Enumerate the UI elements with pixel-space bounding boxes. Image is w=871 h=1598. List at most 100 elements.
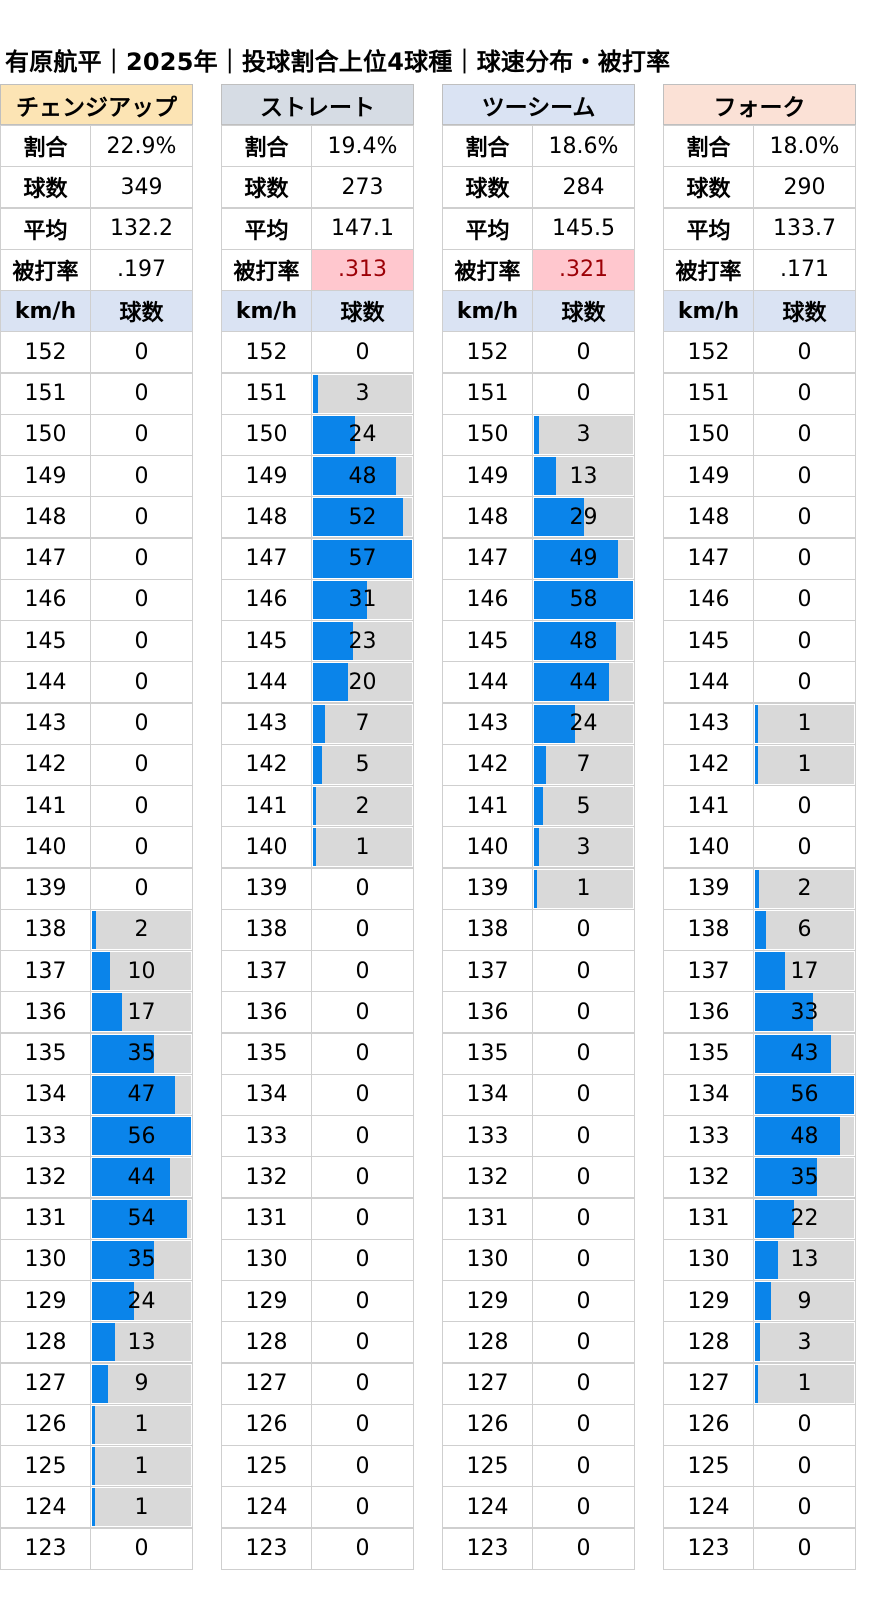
bar-cell: 52 — [311, 496, 414, 539]
data-label: 0 — [134, 834, 149, 860]
data-label: 17 — [790, 958, 819, 984]
speed-row: 144 0 — [0, 661, 193, 704]
speed-label: 135 — [0, 1032, 91, 1075]
bar — [92, 1240, 154, 1279]
count-column-header: 球数 — [753, 290, 856, 332]
bar-cell: 0 — [90, 331, 193, 374]
bar-track — [92, 1488, 191, 1527]
bar-track — [755, 1323, 854, 1362]
bar-cell: 0 — [311, 1032, 414, 1075]
speed-label: 126 — [221, 1403, 312, 1446]
speed-row: 124 0 — [221, 1486, 414, 1529]
bar — [92, 1034, 154, 1073]
bar-cell: 0 — [753, 1445, 856, 1487]
data-label: 1 — [576, 876, 591, 901]
bar — [313, 745, 322, 784]
speed-label: 128 — [663, 1321, 754, 1364]
speed-label: 136 — [0, 991, 91, 1034]
speed-label: 145 — [442, 620, 533, 662]
bar — [313, 457, 397, 495]
stat-value: 349 — [90, 166, 193, 209]
speed-label: 138 — [442, 908, 533, 951]
bar-track — [313, 745, 412, 784]
bar — [755, 1117, 840, 1155]
bar-track — [755, 1158, 854, 1197]
data-label: 35 — [790, 1164, 819, 1190]
speed-label: 134 — [0, 1073, 91, 1116]
speed-row: 145 0 — [663, 620, 856, 662]
speed-label: 146 — [663, 578, 754, 621]
speed-row: 144 0 — [663, 661, 856, 704]
data-label: 44 — [127, 1164, 156, 1190]
data-label: 0 — [134, 381, 149, 406]
bar — [534, 539, 618, 578]
stat-label: 被打率 — [442, 248, 533, 291]
bar — [92, 1282, 135, 1320]
speed-row: 136 17 — [0, 991, 193, 1034]
bar-cell: 0 — [753, 1486, 856, 1529]
data-label: 0 — [576, 1041, 591, 1066]
speed-label: 133 — [442, 1115, 533, 1157]
stat-value: .313 — [311, 248, 414, 291]
speed-row: 149 0 — [0, 455, 193, 497]
stat-row-count: 球数 349 — [0, 166, 193, 209]
speed-label: 123 — [0, 1527, 91, 1570]
bar-track — [92, 1034, 191, 1073]
speed-label: 126 — [663, 1403, 754, 1446]
bar-track — [92, 1158, 191, 1197]
bar-cell: 0 — [90, 537, 193, 580]
speed-row: 145 0 — [0, 620, 193, 662]
speed-label: 134 — [221, 1073, 312, 1116]
stat-row-count: 球数 290 — [663, 166, 856, 209]
speed-row: 124 0 — [663, 1486, 856, 1529]
speed-label: 130 — [221, 1238, 312, 1281]
stat-label: 球数 — [663, 166, 754, 209]
stat-value: 19.4% — [311, 125, 414, 167]
bar — [313, 704, 326, 743]
data-label: 52 — [348, 504, 377, 530]
speed-row: 130 35 — [0, 1238, 193, 1281]
bar-cell: 2 — [311, 785, 414, 827]
data-label: 57 — [348, 546, 377, 571]
bar-cell: 7 — [532, 743, 635, 786]
bar-track — [534, 787, 633, 825]
speed-label: 141 — [0, 785, 91, 827]
bar-track — [755, 952, 854, 990]
speed-label: 123 — [442, 1527, 533, 1570]
bar-track — [92, 1117, 191, 1155]
speed-row: 131 0 — [442, 1197, 635, 1240]
stat-label: 被打率 — [221, 248, 312, 291]
speed-row: 150 0 — [0, 413, 193, 456]
data-label: 3 — [797, 1329, 812, 1355]
data-label: 24 — [569, 711, 598, 736]
bar-cell: 0 — [753, 661, 856, 704]
bar — [313, 539, 412, 578]
bar-cell: 0 — [753, 331, 856, 374]
stat-label: 球数 — [221, 166, 312, 209]
bar-track — [755, 993, 854, 1032]
speed-row: 133 56 — [0, 1115, 193, 1157]
data-label: 29 — [569, 504, 598, 530]
data-label: 0 — [355, 1453, 370, 1479]
bar-cell: 0 — [753, 578, 856, 621]
speed-label: 137 — [442, 950, 533, 992]
data-label: 13 — [127, 1329, 156, 1355]
bar-cell: 0 — [311, 1238, 414, 1281]
speed-row: 137 17 — [663, 950, 856, 992]
bar-cell: 48 — [532, 620, 635, 662]
bar-cell: 0 — [753, 1403, 856, 1446]
speed-label: 141 — [221, 785, 312, 827]
bar-cell: 35 — [90, 1238, 193, 1281]
bar-cell: 0 — [90, 702, 193, 745]
data-label: 33 — [790, 999, 819, 1025]
bar-cell: 0 — [90, 867, 193, 910]
speed-row: 150 24 — [221, 413, 414, 456]
data-label: 31 — [348, 587, 377, 613]
data-label: 0 — [797, 1453, 812, 1479]
speed-row: 125 1 — [0, 1445, 193, 1487]
speed-label: 152 — [663, 331, 754, 374]
speed-row: 148 52 — [221, 496, 414, 539]
speed-label: 131 — [442, 1197, 533, 1240]
speed-row: 152 0 — [442, 331, 635, 374]
speed-row: 151 0 — [0, 372, 193, 415]
